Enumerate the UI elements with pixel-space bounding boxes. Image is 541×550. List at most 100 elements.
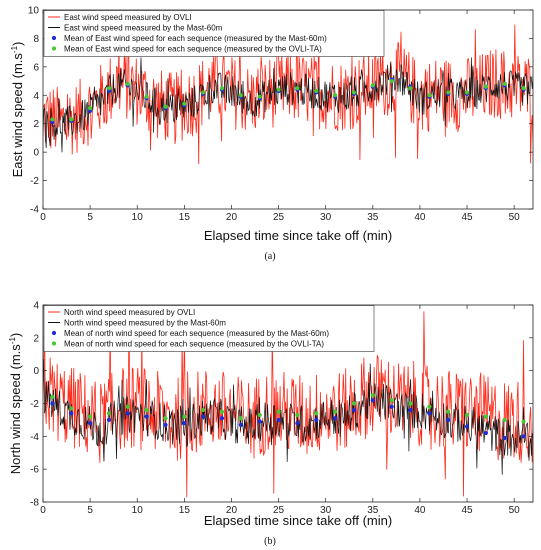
ovli-ta-mean-point [351, 90, 357, 95]
ovli-ta-mean-point [295, 86, 300, 91]
mast-mean-point [502, 435, 507, 441]
ovli-ta-mean-point [314, 88, 319, 94]
series-line-mast [43, 57, 533, 153]
mast-mean-point [238, 422, 243, 427]
x-tick-label: 40 [414, 212, 426, 223]
ovli-ta-mean-point [69, 406, 74, 411]
ovli-ta-mean-point [427, 404, 432, 409]
ovli-ta-mean-point [238, 416, 243, 421]
mast-mean-point [69, 411, 74, 416]
chart-panel-a: 0 5 10 15 20 25 30 35 40 45 50 -4 -2 0 2 4 6 8 10 Elapsed t… [10, 6, 534, 262]
mast-mean-point [464, 424, 470, 429]
mast-mean-point [201, 414, 206, 419]
y-tick-label: -4 [30, 432, 39, 443]
mast-mean-point [483, 430, 488, 436]
plot-area [43, 311, 533, 498]
y-tick-label: 2 [33, 119, 39, 130]
series-line-mast [43, 359, 533, 475]
mast-mean-point [219, 416, 225, 421]
x-tick-label: 45 [461, 505, 473, 516]
ovli-ta-mean-point [88, 414, 93, 419]
legend-marker-swatch [51, 46, 57, 51]
mast-mean-point [257, 419, 262, 424]
x-tick-label: 10 [132, 505, 144, 516]
y-tick-label: -2 [30, 176, 39, 187]
ovli-ta-mean-point [333, 409, 338, 414]
y-tick-label: 8 [33, 34, 39, 45]
legend-entry-label: Mean of north wind speed for each sequen… [64, 340, 324, 349]
ovli-ta-mean-point [333, 93, 338, 98]
ovli-ta-mean-point [257, 412, 262, 418]
ovli-ta-mean-point [219, 409, 225, 414]
y-tick-label: 0 [33, 148, 39, 159]
ovli-ta-mean-point [125, 81, 130, 87]
x-tick-label: 5 [87, 212, 93, 223]
ovli-ta-mean-point [144, 407, 149, 413]
legend-entry-label: North wind speed measured by OVLI [64, 308, 195, 317]
x-tick-label: 35 [367, 212, 379, 223]
ovli-ta-mean-point [201, 407, 206, 413]
y-tick-label: 10 [28, 6, 40, 17]
legend-entry-label: North wind speed measured by the Mast-60… [64, 319, 226, 328]
ovli-ta-mean-point [502, 81, 507, 87]
ovli-ta-mean-point [219, 86, 225, 91]
x-tick-label: 50 [509, 505, 521, 516]
x-axis-label: Elapsed time since take off (min) [204, 228, 392, 243]
mast-mean-point [50, 401, 55, 406]
ovli-ta-mean-point [521, 419, 526, 424]
ovli-ta-mean-point [276, 87, 281, 92]
ovli-ta-mean-point [427, 93, 432, 98]
ovli-ta-mean-point [446, 90, 451, 95]
mast-mean-point [446, 417, 451, 423]
ovli-ta-mean-point [502, 417, 507, 423]
mast-mean-point [125, 411, 130, 416]
ovli-ta-mean-point [483, 84, 488, 89]
ovli-ta-mean-point [370, 393, 375, 398]
legend-marker-swatch [51, 35, 57, 41]
ovli-ta-mean-point [50, 117, 55, 122]
ovli-ta-mean-point [201, 90, 206, 95]
ovli-ta-mean-point [106, 86, 112, 91]
mast-mean-point [295, 421, 300, 426]
legend: East wind speed measured by OVLI East win… [43, 10, 385, 57]
x-tick-label: 35 [367, 505, 379, 516]
ovli-ta-mean-point [314, 411, 319, 416]
ovli-ta-mean-point [88, 105, 93, 111]
series-line-ovli [43, 311, 533, 498]
mast-mean-point [182, 421, 187, 426]
x-tick-label: 45 [461, 212, 473, 223]
y-axis-label: East wind speed (m.s-1) [10, 42, 25, 178]
legend: North wind speed measured by OVLI North w… [43, 305, 375, 352]
x-tick-label: 50 [509, 212, 521, 223]
y-tick-label: -6 [30, 465, 39, 476]
panel-label: (b) [264, 536, 276, 547]
ovli-ta-mean-point [408, 86, 413, 91]
y-tick-label: -2 [30, 399, 39, 410]
ovli-ta-mean-point [276, 409, 281, 414]
y-tick-label: 4 [33, 301, 39, 312]
x-tick-label: 20 [226, 505, 238, 516]
x-tick-label: 30 [320, 505, 332, 516]
ovli-ta-mean-point [464, 412, 470, 418]
x-tick-label: 30 [320, 212, 332, 223]
x-tick-label: 25 [273, 505, 285, 516]
ovli-ta-mean-point [446, 409, 451, 414]
mast-mean-point [106, 417, 112, 423]
ovli-ta-mean-point [389, 398, 394, 403]
plot-area [43, 10, 533, 165]
mast-mean-point [389, 404, 394, 409]
mast-mean-point [333, 416, 338, 421]
ovli-ta-mean-point [408, 401, 413, 406]
legend-marker-swatch [51, 341, 57, 346]
ovli-ta-mean-point [521, 86, 526, 91]
x-tick-label: 5 [87, 505, 93, 516]
x-axis-label: Elapsed time since take off (min) [204, 513, 392, 528]
ovli-ta-mean-point [389, 78, 394, 84]
x-tick-label: 15 [179, 212, 191, 223]
ovli-ta-mean-point [182, 101, 187, 106]
x-tick-label: 20 [226, 212, 238, 223]
ovli-ta-mean-point [144, 94, 149, 99]
ovli-ta-mean-point [295, 412, 300, 418]
panel-label: (a) [264, 251, 275, 262]
